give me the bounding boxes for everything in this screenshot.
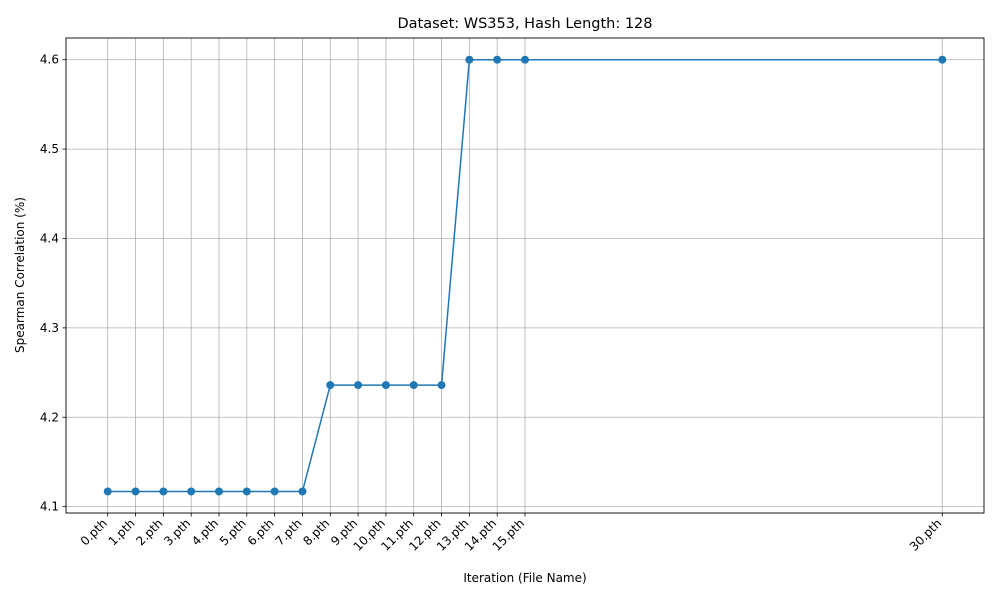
data-point (103, 487, 112, 496)
y-tick-label: 4.3 (40, 321, 59, 335)
data-point (326, 381, 335, 390)
data-point (938, 55, 947, 64)
data-point (437, 381, 446, 390)
data-point (409, 381, 418, 390)
data-point (298, 487, 307, 496)
y-axis-ticks: 4.1 4.2 4.3 4.4 4.5 4.6 (40, 53, 66, 514)
data-point (381, 381, 390, 390)
x-tick-label: 30.pth (907, 516, 944, 553)
data-point (215, 487, 223, 496)
x-tick-label: 7.pth (272, 516, 304, 548)
x-tick-label: 15.pth (490, 516, 527, 553)
x-tick-label: 6.pth (245, 516, 277, 548)
x-tick-label: 1.pth (106, 516, 138, 548)
data-point (465, 55, 474, 64)
y-tick-label: 4.1 (40, 500, 59, 514)
data-point (242, 487, 251, 496)
x-axis-label: Iteration (File Name) (463, 571, 586, 585)
data-point (493, 55, 502, 64)
x-tick-label: 0.pth (78, 516, 110, 548)
data-point (521, 55, 529, 64)
data-point (354, 381, 363, 390)
y-axis-label: Spearman Correlation (%) (13, 197, 27, 353)
y-tick-label: 4.5 (40, 142, 59, 156)
data-point (187, 487, 196, 496)
x-axis-ticks: 0.pth1.pth2.pth3.pth4.pth5.pth6.pth7.pth… (78, 513, 944, 554)
x-tick-label: 3.pth (161, 516, 193, 548)
y-tick-label: 4.4 (40, 231, 59, 245)
data-point (270, 487, 279, 496)
chart-title: Dataset: WS353, Hash Length: 128 (397, 16, 652, 32)
x-tick-label: 5.pth (217, 516, 249, 548)
x-tick-label: 4.pth (189, 516, 221, 548)
data-point (131, 487, 140, 496)
x-tick-label: 2.pth (133, 516, 165, 548)
y-tick-label: 4.6 (40, 53, 59, 67)
series-layer (103, 55, 947, 496)
x-tick-label: 8.pth (300, 516, 332, 548)
data-point (159, 487, 168, 496)
y-tick-label: 4.2 (40, 410, 59, 424)
grid (66, 38, 984, 513)
